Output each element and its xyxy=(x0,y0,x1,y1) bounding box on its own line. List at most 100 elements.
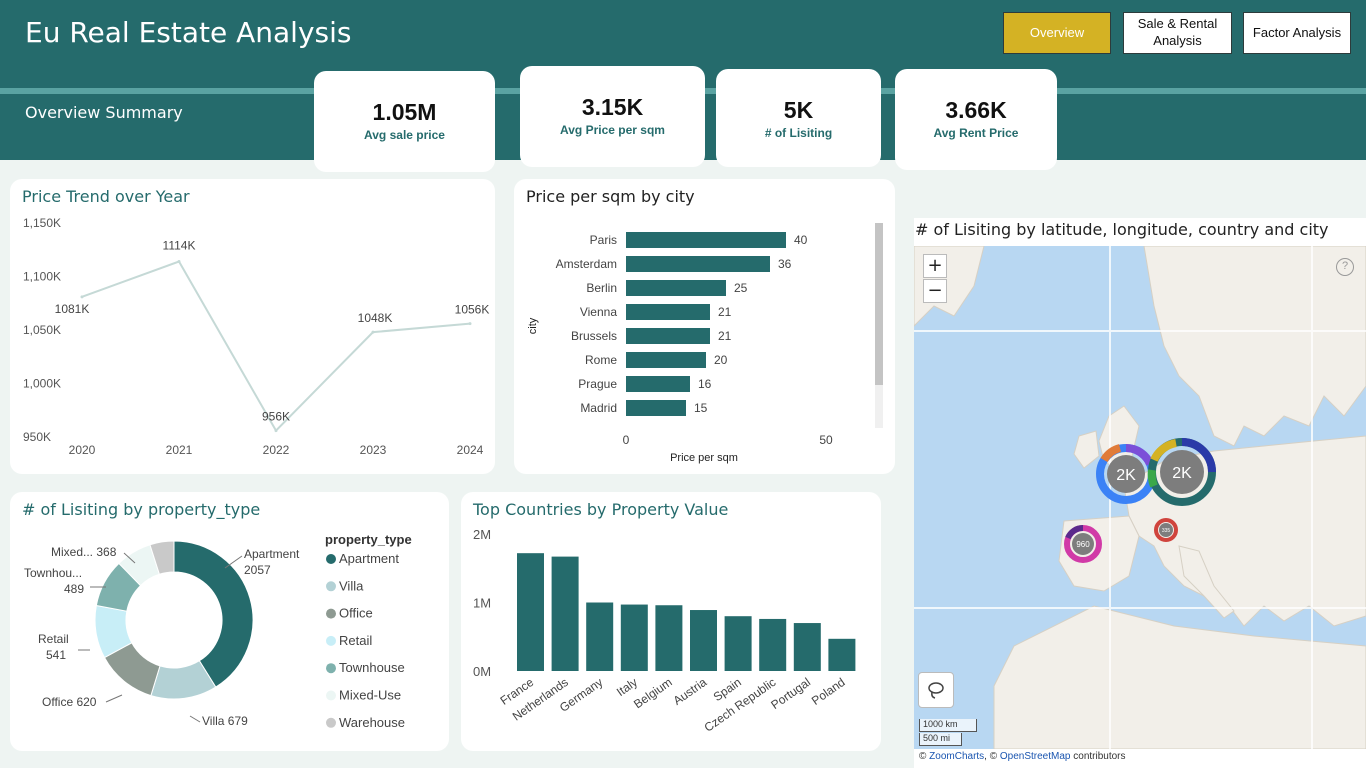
kpi-card-avg-price-sqm: 3.15K Avg Price per sqm xyxy=(520,66,705,167)
legend-entry: Office xyxy=(339,606,373,621)
legend-entry: Warehouse xyxy=(339,715,405,730)
category-label: Portugal xyxy=(768,675,813,712)
map-attribution: © ZoomCharts, © OpenStreetMap contributo… xyxy=(914,749,1366,768)
category-label: Prague xyxy=(578,377,617,391)
openstreetmap-link[interactable]: OpenStreetMap xyxy=(999,751,1071,762)
donut-slice xyxy=(149,540,175,575)
legend-entry: Townhouse xyxy=(339,660,405,675)
bar-value-label: 21 xyxy=(718,305,732,319)
bar xyxy=(586,602,614,671)
bar xyxy=(690,610,717,671)
y-tick-label: 1M xyxy=(473,596,491,611)
kpi-value: 3.15K xyxy=(581,94,644,120)
overview-button[interactable]: Overview xyxy=(1003,12,1111,54)
italy-landmass xyxy=(1178,545,1235,619)
bar xyxy=(551,556,579,671)
zoomcharts-link[interactable]: ZoomCharts xyxy=(929,751,985,762)
price-sqm-title: Price per sqm by city xyxy=(526,187,695,206)
leader-line xyxy=(189,715,201,723)
chart-scrollbar-thumb[interactable] xyxy=(875,223,883,385)
x-tick-label: 50 xyxy=(819,433,833,447)
bar-value-label: 16 xyxy=(698,377,712,391)
sale-rental-analysis-button[interactable]: Sale & Rental Analysis xyxy=(1123,12,1232,54)
bar xyxy=(626,352,706,368)
kpi-label: # of Lisiting xyxy=(764,126,833,140)
category-label: Berlin xyxy=(586,281,617,295)
legend-marker xyxy=(326,581,336,592)
lasso-icon xyxy=(928,682,944,699)
bar xyxy=(759,618,787,671)
category-label: Poland xyxy=(809,675,848,708)
data-label: 1114K xyxy=(163,239,196,253)
bar xyxy=(626,328,710,344)
legend-entry: Villa xyxy=(339,578,364,593)
zoom-in-button[interactable]: + xyxy=(923,254,947,278)
bar xyxy=(793,623,821,671)
map-cluster-west[interactable]: 2K xyxy=(1096,444,1156,504)
map-cluster-italy[interactable]: 335 xyxy=(1154,518,1178,542)
scale-km: 1000 km xyxy=(919,719,977,732)
attribution-mid: , © xyxy=(984,751,1000,762)
data-label: 1081K xyxy=(55,302,90,316)
kpi-label: Avg Price per sqm xyxy=(560,123,665,137)
kpi-value: 1.05M xyxy=(372,99,437,125)
map-canvas[interactable]: 2K 2K 960 335 + − ? 1000 km 500 mi xyxy=(914,246,1366,749)
scandinavia-landmass xyxy=(1143,246,1366,447)
legend-marker xyxy=(326,690,336,701)
bar xyxy=(626,304,710,320)
cluster-label: 2K xyxy=(1116,467,1136,484)
map-title: # of Lisiting by latitude, longitude, co… xyxy=(915,220,1329,239)
data-label: 1056K xyxy=(455,303,490,317)
map-svg: 2K 2K 960 335 xyxy=(914,246,1366,749)
x-tick-label: 2024 xyxy=(457,443,484,457)
kpi-card-listing-count: 5K # of Lisiting xyxy=(716,69,881,167)
trend-point xyxy=(371,330,375,334)
category-label: Madrid xyxy=(580,401,617,415)
legend-marker xyxy=(326,717,336,728)
y-tick-label: 1,000K xyxy=(23,377,61,391)
kpi-value: 5K xyxy=(783,97,814,123)
legend-entry: Retail xyxy=(339,633,372,648)
legend-entry: Mixed-Use xyxy=(339,688,401,703)
bar xyxy=(517,553,544,671)
x-tick-label: 2022 xyxy=(263,443,290,457)
category-label: Amsterdam xyxy=(556,257,617,271)
legend-marker xyxy=(326,608,336,619)
x-tick-label: 2021 xyxy=(166,443,193,457)
north-africa-landmass xyxy=(993,605,1366,749)
legend-entry: Apartment xyxy=(339,551,399,566)
help-icon[interactable]: ? xyxy=(1336,258,1354,276)
zoom-out-button[interactable]: − xyxy=(923,279,947,303)
slice-label-name: Apartment xyxy=(244,547,300,561)
trend-point xyxy=(177,260,181,264)
category-label: Paris xyxy=(590,233,617,247)
bar xyxy=(626,232,786,248)
price-sqm-card xyxy=(514,179,895,474)
leader-line xyxy=(224,555,243,569)
bar xyxy=(828,638,856,671)
y-tick-label: 2M xyxy=(473,527,491,542)
bar xyxy=(724,616,752,671)
price-trend-card xyxy=(10,179,495,474)
lasso-select-button[interactable] xyxy=(918,672,954,708)
donut-slice xyxy=(173,540,254,688)
y-tick-label: 1,150K xyxy=(23,216,61,230)
ireland-landmass xyxy=(1073,430,1100,469)
bar xyxy=(655,605,683,671)
category-label: Vienna xyxy=(580,305,617,319)
attribution-suffix: contributors xyxy=(1070,751,1126,762)
x-axis-title: Price per sqm xyxy=(670,452,738,464)
property-type-chart: Apartment 2057 Villa 679 Office 620 Retail 54… xyxy=(24,532,412,730)
legend-title: property_type xyxy=(325,532,412,547)
legend-marker xyxy=(326,635,336,646)
map-cluster-central[interactable]: 2K xyxy=(1147,438,1216,506)
trend-point xyxy=(80,295,84,299)
map-cluster-iberia[interactable]: 960 xyxy=(1064,524,1102,563)
property-type-title: # of Lisiting by property_type xyxy=(22,500,261,519)
y-tick-label: 1,100K xyxy=(23,270,61,284)
kpi-card-avg-rent-price: 3.66K Avg Rent Price xyxy=(895,69,1057,170)
chart-scrollbar-track[interactable] xyxy=(875,223,883,428)
leader-line xyxy=(123,552,136,564)
factor-analysis-button[interactable]: Factor Analysis xyxy=(1243,12,1351,54)
